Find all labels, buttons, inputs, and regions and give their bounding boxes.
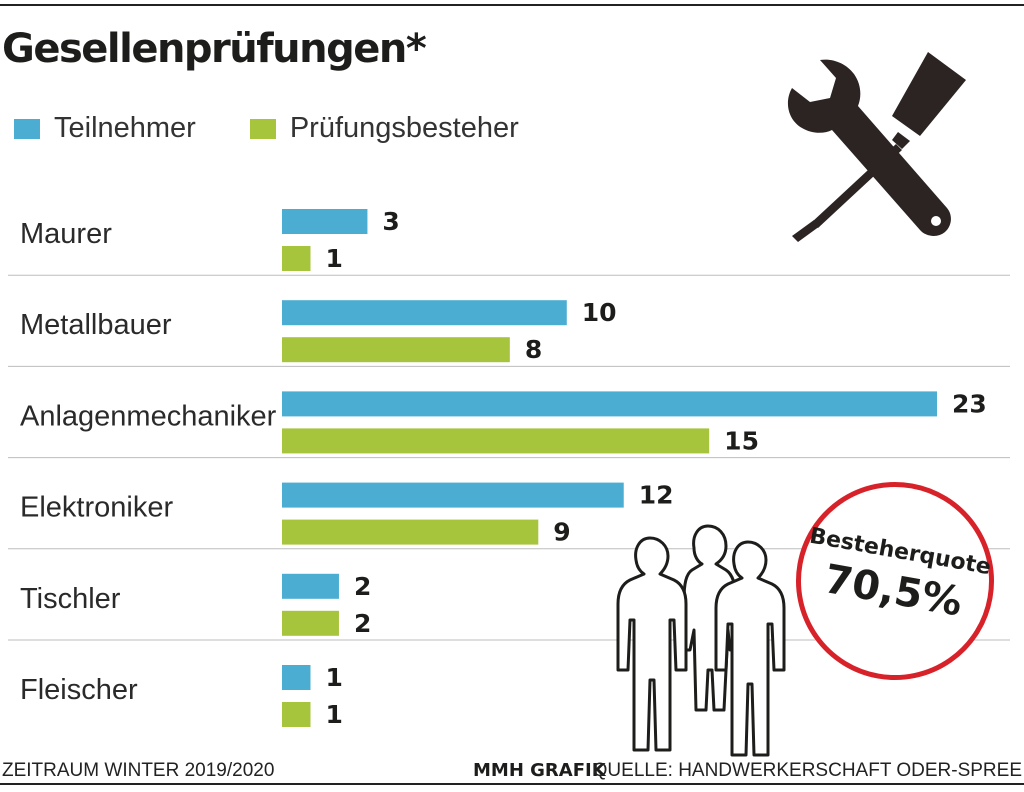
value-label-teilnehmer-maurer: 3 [382, 207, 399, 236]
value-label-pr-fungsbesteher-tischler: 2 [354, 609, 371, 638]
value-label-pr-fungsbesteher-fleischer: 1 [325, 700, 342, 729]
bar-pr-fungsbesteher-anlagenmechaniker [282, 428, 710, 454]
legend-swatch-teilnehmer [14, 118, 40, 139]
legend-item-besteher: Prüfungsbesteher [249, 112, 519, 145]
bar-pr-fungsbesteher-tischler [282, 610, 339, 636]
value-label-pr-fungsbesteher-maurer: 1 [325, 244, 342, 273]
category-label-fleischer: Fleischer [20, 674, 138, 706]
bar-teilnehmer-elektroniker [282, 482, 624, 508]
footer-rule [0, 783, 1024, 785]
legend-item-teilnehmer: Teilnehmer [14, 112, 196, 145]
footer: ZEITRAUM WINTER 2019/2020 MMH GRAFIK QUE… [0, 756, 1024, 786]
period-note: ZEITRAUM WINTER 2019/2020 [2, 760, 275, 781]
category-label-anlagenmechaniker: Anlagenmechaniker [20, 400, 277, 432]
wrench-screwdriver-icon [787, 52, 966, 242]
value-label-pr-fungsbesteher-anlagenmechaniker: 15 [724, 426, 759, 455]
legend-label-besteher: Prüfungsbesteher [289, 112, 519, 144]
category-label-tischler: Tischler [20, 583, 121, 615]
bar-teilnehmer-fleischer [282, 665, 311, 690]
legend: Teilnehmer Prüfungsbesteher [14, 112, 573, 145]
value-label-teilnehmer-metallbauer: 10 [582, 298, 617, 327]
chart-title: Gesellenprüfungen* [2, 26, 427, 72]
category-label-metallbauer: Metallbauer [20, 309, 172, 341]
bar-teilnehmer-anlagenmechaniker [282, 391, 937, 417]
value-label-pr-fungsbesteher-elektroniker: 9 [553, 518, 570, 547]
top-rule [0, 4, 1024, 6]
value-label-pr-fungsbesteher-metallbauer: 8 [525, 335, 542, 364]
category-label-elektroniker: Elektroniker [20, 492, 173, 524]
legend-swatch-besteher [249, 118, 276, 139]
bar-pr-fungsbesteher-elektroniker [282, 519, 539, 545]
bar-pr-fungsbesteher-metallbauer [282, 337, 510, 363]
bar-teilnehmer-metallbauer [282, 300, 567, 326]
legend-label-teilnehmer: Teilnehmer [54, 112, 196, 144]
value-label-teilnehmer-fleischer: 1 [325, 663, 342, 692]
graphic-credit: MMH GRAFIK [473, 760, 606, 781]
bar-teilnehmer-tischler [282, 573, 339, 599]
bar-teilnehmer-maurer [282, 209, 368, 234]
bar-pr-fungsbesteher-fleischer [282, 702, 311, 727]
source-note: QUELLE: HANDWERKERSCHAFT ODER-SPREE [592, 760, 1022, 781]
people-silhouette-icon [616, 524, 786, 757]
value-label-teilnehmer-anlagenmechaniker: 23 [952, 389, 987, 418]
bar-pr-fungsbesteher-maurer [282, 246, 311, 271]
value-label-teilnehmer-elektroniker: 12 [639, 481, 674, 510]
value-label-teilnehmer-tischler: 2 [354, 572, 371, 601]
category-label-maurer: Maurer [20, 218, 112, 250]
